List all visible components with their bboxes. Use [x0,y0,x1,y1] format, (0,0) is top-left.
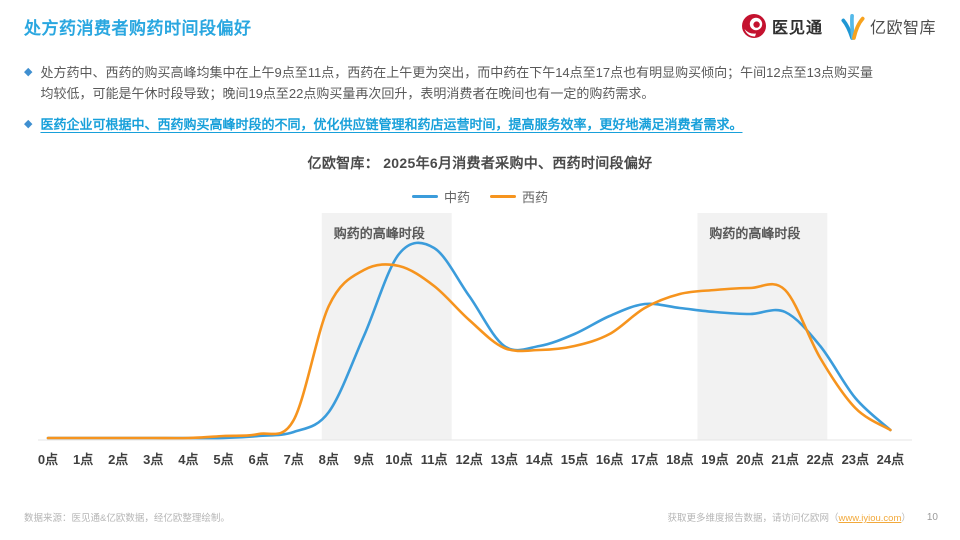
chart-legend: 中药 西药 [0,187,960,206]
x-axis-label: 12点 [455,452,482,467]
legend-item-zhongyao: 中药 [411,187,470,206]
legend-item-xiyao: 西药 [490,187,548,206]
bullet-text-recommendation: 医药企业可根据中、西药购买高峰时段的不同，优化供应链管理和药店运营时间，提高服务… [40,117,743,132]
page-title: 处方药消费者购药时间段偏好 [24,19,252,38]
bullet-point-2: ◆ 医药企业可根据中、西药购买高峰时段的不同，优化供应链管理和药店运营时间，提高… [24,114,742,135]
x-axis-label: 7点 [284,452,304,467]
logo-yijiantong-label: 医见通 [771,20,823,37]
legend-label-xiyao: 西药 [522,190,549,205]
line-chart: 购药的高峰时段 购药的高峰时段 0点 1点 2点 3点 4点 5点 6点 7点 8点 9点 10点 11点… [38,213,912,467]
legend-label-zhongyao: 中药 [443,190,470,205]
peak-period-band-label: 购药的高峰时段 [709,226,800,241]
x-axis-label: 9点 [354,452,374,467]
logo-yijiantong: 医见通 [741,13,823,39]
x-axis-label: 3点 [143,452,163,467]
x-axis-label: 23点 [842,452,869,467]
footer-cta-suffix: ） [901,513,911,524]
x-axis-label: 19点 [701,452,728,467]
x-axis-label: 2点 [108,452,128,467]
legend-line-swatch-zhongyao [411,195,438,198]
yiou-y-icon [841,14,865,40]
bullet-text-analysis: 处方药中、西药的购买高峰均集中在上午9点至11点，西药在上午更为突出，而中药在下… [40,65,874,101]
x-axis-label: 11点 [421,452,448,467]
yijiantong-swirl-icon [741,14,766,38]
x-axis-label: 24点 [877,452,904,467]
peak-period-band [697,213,828,440]
page-number: 10 [926,511,938,523]
footer-cta-prefix: 获取更多维度报告数据，请访问亿欧网（ [667,513,839,524]
x-axis-label: 1点 [73,452,93,467]
data-source-note: 数据来源：医见通&亿欧数据，经亿欧整理绘制。 [24,513,230,524]
x-axis-label: 8点 [319,452,339,467]
x-axis-label: 17点 [631,452,658,467]
footer-cta: 获取更多维度报告数据，请访问亿欧网（www.iyiou.com） [668,510,911,524]
footer-right: 获取更多维度报告数据，请访问亿欧网（www.iyiou.com） 10 [668,510,938,525]
x-axis-label: 6点 [248,452,268,467]
x-axis-label: 14点 [526,452,553,467]
x-axis-label: 13点 [491,452,518,467]
x-axis-label: 21点 [771,452,798,467]
x-axis-label: 4点 [178,452,198,467]
x-axis-label: 5点 [213,452,233,467]
iyiou-link[interactable]: www.iyiou.com [838,513,902,524]
x-axis-label: 10点 [385,452,412,467]
x-axis-label: 20点 [736,452,763,467]
logo-yiou: 亿欧智库 [841,12,936,40]
logo-yiou-label: 亿欧智库 [869,20,936,37]
peak-period-band [321,213,452,440]
chart-title: 亿欧智库： 2025年6月消费者采购中、西药时间段偏好 [307,155,653,171]
x-axis-label: 0点 [38,452,58,467]
x-axis-label: 18点 [666,452,693,467]
logo-group: 医见通 亿欧智库 [741,12,936,40]
peak-period-band-label: 购药的高峰时段 [334,226,425,241]
series-line-西药 [46,263,892,440]
x-axis-label: 15点 [561,452,588,467]
x-axis-label: 22点 [806,452,833,467]
diamond-bullet-icon: ◆ [24,118,33,130]
bullet-point-1: ◆ 处方药中、西药的购买高峰均集中在上午9点至11点，西药在上午更为突出，而中药… [24,62,876,104]
legend-line-swatch-xiyao [490,195,516,198]
x-axis-label: 16点 [596,452,623,467]
diamond-bullet-icon: ◆ [24,66,33,78]
